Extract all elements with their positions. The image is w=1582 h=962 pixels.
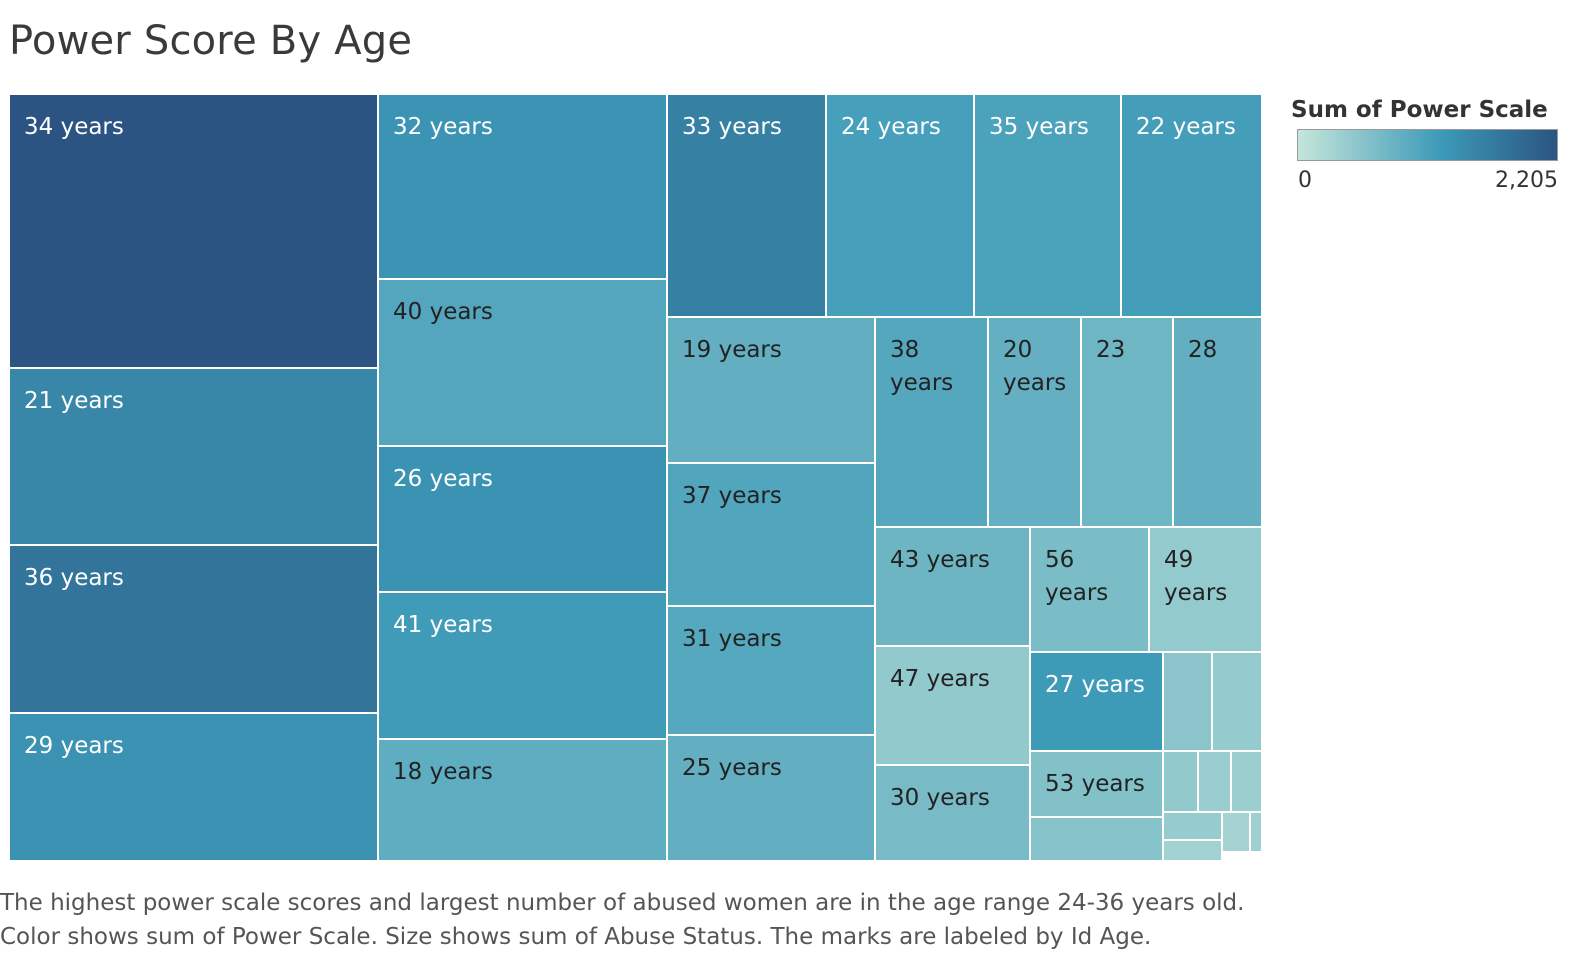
treemap-cell-label: 33 years bbox=[682, 114, 782, 140]
treemap-cell-label: 41 years bbox=[393, 612, 493, 638]
legend-min-label: 0 bbox=[1298, 168, 1312, 193]
treemap-cell[interactable] bbox=[973, 93, 1122, 318]
treemap-cell[interactable] bbox=[1249, 811, 1263, 853]
treemap-cell[interactable] bbox=[874, 764, 1031, 862]
legend-color-ramp bbox=[1297, 129, 1558, 161]
treemap-cell[interactable] bbox=[874, 526, 1031, 647]
treemap-cell-label: 31 years bbox=[682, 626, 782, 652]
treemap-cell[interactable] bbox=[1162, 750, 1199, 813]
chart-caption: The highest power scale scores and large… bbox=[0, 890, 1245, 950]
treemap-cell[interactable] bbox=[1162, 651, 1213, 752]
treemap-cell[interactable] bbox=[377, 278, 668, 447]
treemap-cell[interactable] bbox=[1162, 811, 1223, 841]
treemap-cell[interactable] bbox=[1211, 651, 1263, 752]
treemap-cell-label: 29 years bbox=[24, 733, 124, 759]
treemap-cell-label: 35 years bbox=[989, 114, 1089, 140]
legend-max-label: 2,205 bbox=[1495, 168, 1558, 193]
treemap-cell-label: 49 years bbox=[1164, 547, 1227, 606]
treemap-cell-label: 24 years bbox=[841, 114, 941, 140]
treemap-cell[interactable] bbox=[874, 316, 989, 528]
treemap-cell[interactable] bbox=[825, 93, 975, 318]
treemap-cell-label: 18 years bbox=[393, 759, 493, 785]
treemap-cell[interactable] bbox=[377, 591, 668, 740]
treemap-cell[interactable] bbox=[874, 645, 1031, 766]
treemap-cell[interactable] bbox=[666, 734, 876, 862]
treemap-cell[interactable] bbox=[666, 93, 827, 318]
treemap-cell[interactable] bbox=[377, 738, 668, 862]
treemap-cell-label: 53 years bbox=[1045, 771, 1145, 797]
treemap-cell[interactable] bbox=[987, 316, 1082, 528]
treemap-cell-label: 32 years bbox=[393, 114, 493, 140]
treemap-cell-label: 43 years bbox=[890, 547, 990, 573]
treemap-cell-label: 38 years bbox=[890, 337, 953, 396]
treemap-cell-label: 20 years bbox=[1003, 337, 1066, 396]
treemap-cell[interactable] bbox=[1230, 750, 1263, 813]
treemap-cell[interactable] bbox=[8, 93, 379, 369]
treemap-cell-label: 36 years bbox=[24, 565, 124, 591]
treemap-cell-label: 28 bbox=[1188, 337, 1217, 363]
treemap-cell-label: 56 years bbox=[1045, 547, 1108, 606]
legend-title: Sum of Power Scale bbox=[1291, 97, 1548, 123]
treemap-cell[interactable] bbox=[8, 712, 379, 862]
treemap-cell[interactable] bbox=[1029, 651, 1164, 752]
treemap-cell[interactable] bbox=[666, 462, 876, 607]
treemap-cell-label: 30 years bbox=[890, 785, 990, 811]
treemap-cell[interactable] bbox=[1148, 526, 1263, 653]
treemap-cell-label: 47 years bbox=[890, 666, 990, 692]
treemap-cell[interactable] bbox=[666, 316, 876, 464]
treemap-cell[interactable] bbox=[1029, 750, 1164, 818]
treemap-cell-label: 37 years bbox=[682, 483, 782, 509]
treemap-cell[interactable] bbox=[1197, 750, 1232, 813]
treemap-cell[interactable] bbox=[1172, 316, 1263, 528]
treemap-cell-label: 19 years bbox=[682, 337, 782, 363]
treemap-cell[interactable] bbox=[1162, 839, 1223, 862]
treemap-cell-label: 26 years bbox=[393, 466, 493, 492]
treemap-cell-label: 23 bbox=[1096, 337, 1125, 363]
treemap-cell[interactable] bbox=[666, 605, 876, 736]
chart-title: Power Score By Age bbox=[9, 18, 413, 64]
treemap-cell-label: 40 years bbox=[393, 299, 493, 325]
treemap-cell-label: 25 years bbox=[682, 755, 782, 781]
treemap-cell[interactable] bbox=[1120, 93, 1263, 318]
treemap-cell-label: 34 years bbox=[24, 114, 124, 140]
treemap-cell-label: 22 years bbox=[1136, 114, 1236, 140]
treemap-cell[interactable] bbox=[1080, 316, 1174, 528]
treemap-cell-label: 21 years bbox=[24, 388, 124, 414]
treemap-cell[interactable] bbox=[1029, 816, 1164, 862]
treemap-cell[interactable] bbox=[1221, 811, 1251, 853]
treemap-cell-label: 27 years bbox=[1045, 672, 1145, 698]
